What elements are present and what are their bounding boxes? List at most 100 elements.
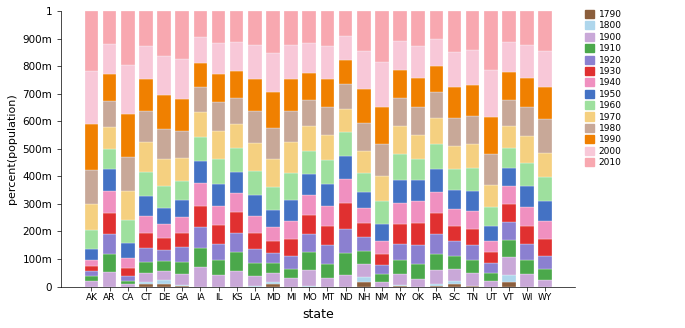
Bar [484,207,497,226]
Bar [158,224,171,238]
Bar [266,284,279,287]
Bar [175,200,189,217]
Bar [158,95,171,129]
Bar [339,275,352,287]
Bar [266,273,279,282]
Bar [538,239,552,256]
Bar [466,50,479,86]
Bar [303,174,316,195]
Bar [321,184,334,206]
Bar [502,275,516,282]
Bar [521,260,534,274]
Bar [466,86,479,116]
Bar [248,249,262,263]
Bar [175,285,189,286]
Bar [521,78,534,107]
Bar [466,211,479,229]
Bar [502,186,516,204]
Bar [521,187,534,207]
Bar [158,238,171,250]
Bar [466,116,479,144]
Bar [521,136,534,163]
Bar [502,72,516,100]
Bar [303,126,316,151]
Bar [303,151,316,174]
Bar [538,119,552,153]
Bar [158,11,171,56]
Bar [103,127,116,149]
X-axis label: state: state [303,308,334,321]
Bar [357,174,371,192]
Bar [85,260,98,266]
Bar [121,276,134,281]
Bar [357,282,371,287]
Bar [230,252,243,271]
Bar [321,160,334,184]
Bar [484,185,497,207]
Bar [321,79,334,107]
Bar [303,270,316,286]
Bar [339,84,352,109]
Bar [248,111,262,143]
Bar [194,161,207,183]
Bar [303,195,316,215]
Bar [266,227,279,241]
Bar [158,261,171,271]
Bar [466,144,479,168]
Bar [248,286,262,287]
Bar [466,260,479,273]
Bar [175,233,189,247]
Bar [412,135,425,159]
Bar [448,241,461,256]
Bar [521,107,534,136]
Bar [412,159,425,180]
Bar [466,273,479,286]
Bar [412,107,425,135]
Bar [266,253,279,263]
Bar [266,241,279,253]
Bar [357,89,371,123]
Bar [429,286,443,287]
Bar [175,59,189,99]
Bar [357,123,371,151]
Bar [212,11,225,43]
Bar [248,143,262,171]
Bar [375,274,388,282]
Bar [412,223,425,245]
Bar [121,242,134,258]
Bar [194,183,207,206]
Bar [194,206,207,227]
Bar [266,263,279,273]
Bar [175,286,189,287]
Bar [230,172,243,193]
Bar [375,201,388,224]
Bar [194,63,207,87]
Bar [303,43,316,72]
Bar [375,254,388,265]
Bar [284,11,298,45]
Bar [212,260,225,275]
Bar [103,272,116,287]
Bar [284,45,298,79]
Bar [266,210,279,227]
Bar [212,74,225,102]
Bar [248,45,262,79]
Bar [139,248,153,262]
Bar [448,11,461,52]
Bar [538,153,552,177]
Bar [357,237,371,251]
Bar [175,99,189,131]
Bar [85,271,98,276]
Bar [284,256,298,269]
Bar [175,158,189,181]
Bar [139,282,153,284]
Y-axis label: percent(population): percent(population) [7,93,17,204]
Bar [375,282,388,287]
Bar [212,184,225,206]
Bar [412,11,425,46]
Bar [194,137,207,161]
Bar [448,169,461,190]
Bar [412,180,425,201]
Bar [502,257,516,275]
Bar [502,204,516,222]
